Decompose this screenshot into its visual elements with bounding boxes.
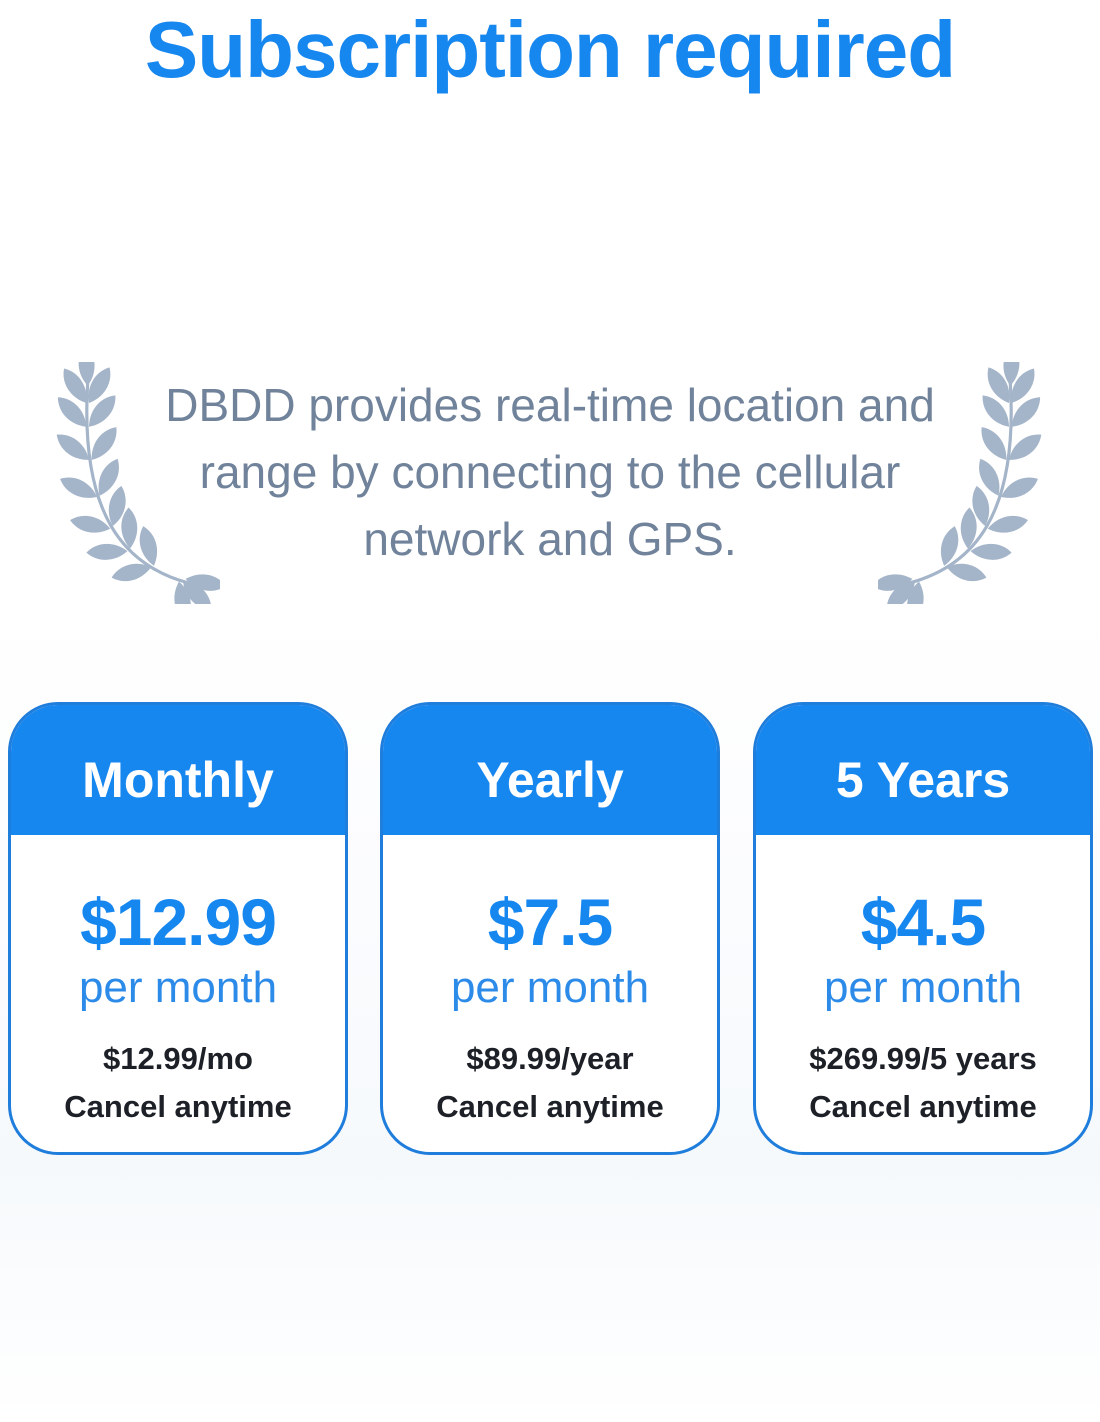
plan-billing: $89.99/year — [466, 1041, 634, 1076]
plan-details: $4.5 per month $269.99/5 years Cancel an… — [756, 887, 1090, 1125]
plan-price: $4.5 — [860, 885, 986, 959]
plan-details: $12.99 per month $12.99/mo Cancel anytim… — [11, 887, 345, 1125]
plan-billing: $269.99/5 years — [809, 1041, 1037, 1076]
plan-card-5-years[interactable]: 5 Years $4.5 per month $269.99/5 years C… — [753, 702, 1093, 1155]
plan-name: Monthly — [11, 705, 345, 835]
plan-name: Yearly — [383, 705, 717, 835]
plan-name: 5 Years — [756, 705, 1090, 835]
subtitle-text: DBDD provides real-time location and ran… — [165, 379, 935, 565]
page-title: Subscription required — [144, 5, 956, 94]
laurel-right-icon — [878, 362, 1047, 604]
plan-card-yearly[interactable]: Yearly $7.5 per month $89.99/year Cancel… — [380, 702, 720, 1155]
plan-period: per month — [823, 963, 1023, 1012]
plan-cancel-note: Cancel anytime — [809, 1089, 1037, 1124]
plan-billing: $12.99/mo — [103, 1041, 253, 1076]
plan-card-monthly[interactable]: Monthly $12.99 per month $12.99/mo Cance… — [8, 702, 348, 1155]
plan-cancel-note: Cancel anytime — [436, 1089, 664, 1124]
plan-details: $7.5 per month $89.99/year Cancel anytim… — [383, 887, 717, 1125]
plan-price: $7.5 — [487, 885, 613, 959]
plan-period: per month — [450, 963, 650, 1012]
laurel-left-icon — [51, 362, 220, 604]
plan-cancel-note: Cancel anytime — [64, 1089, 292, 1124]
plan-price: $12.99 — [80, 885, 277, 959]
plan-period: per month — [78, 963, 278, 1012]
